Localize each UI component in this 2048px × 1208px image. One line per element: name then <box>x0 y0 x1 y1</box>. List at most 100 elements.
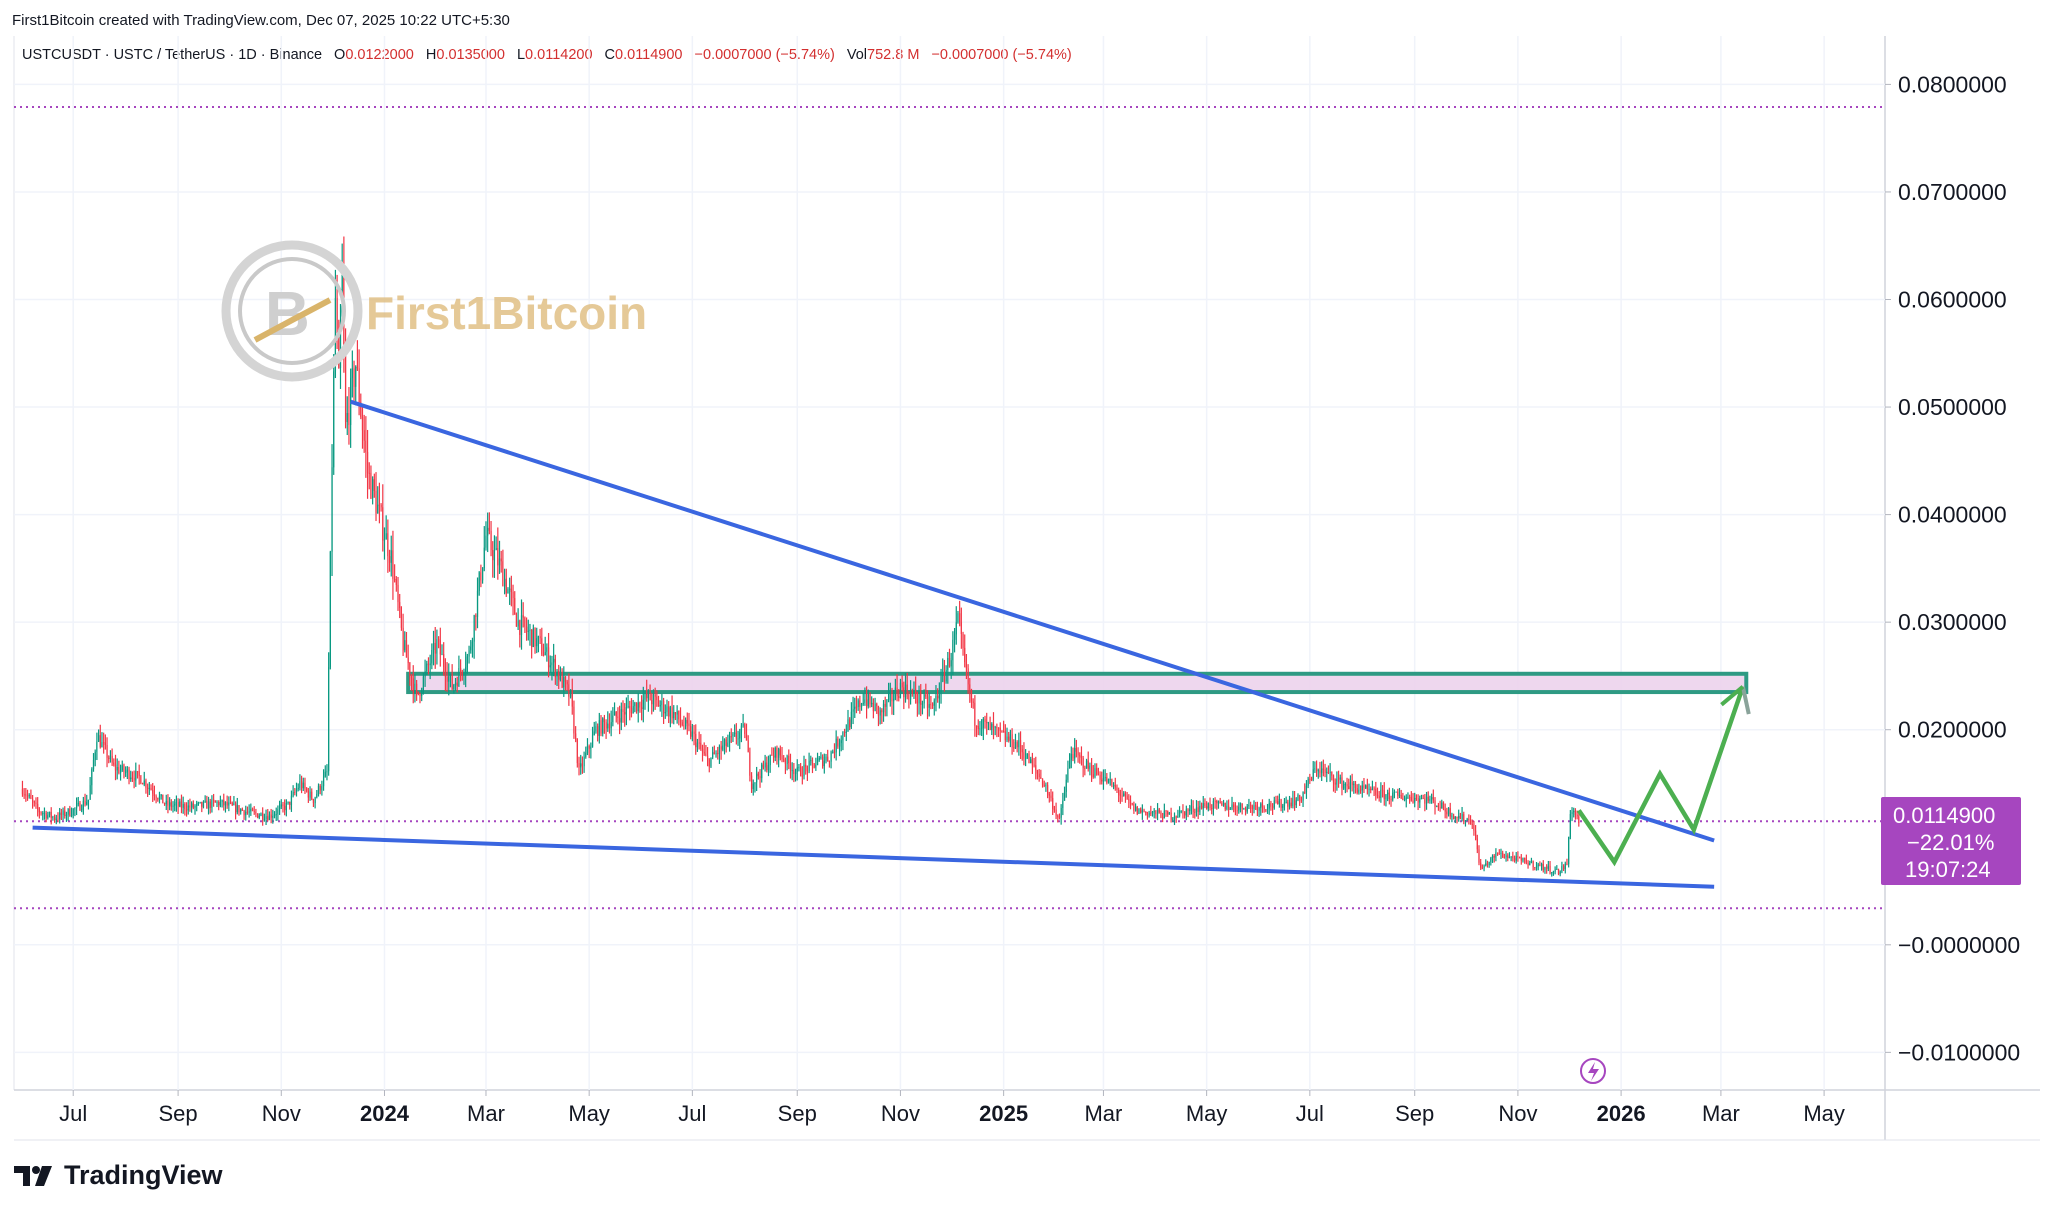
candle-body <box>1522 857 1524 861</box>
projected-path[interactable] <box>1576 685 1746 867</box>
resistance-trendline[interactable] <box>350 399 1715 843</box>
candle-body <box>1292 798 1294 807</box>
candle-body <box>1381 789 1384 791</box>
candle-body <box>1414 797 1416 803</box>
candle-body <box>808 760 810 772</box>
candle-body <box>573 706 575 734</box>
candle-body <box>1475 830 1477 839</box>
x-tick-label: 2025 <box>979 1101 1028 1126</box>
candle-body <box>813 763 815 768</box>
candle-body <box>862 702 864 704</box>
candle-body <box>1573 810 1575 813</box>
candle-body <box>1053 808 1055 810</box>
candle-body <box>1508 856 1511 858</box>
candle-series <box>21 236 1580 877</box>
candle-body <box>1229 808 1231 810</box>
candle-body <box>383 539 386 541</box>
candle-body <box>170 802 172 807</box>
candle-body <box>1559 871 1561 875</box>
candle-body <box>1070 753 1072 760</box>
candle-body <box>135 771 137 781</box>
candle-body <box>896 687 898 697</box>
candle-body <box>1331 771 1333 776</box>
watermark: B First1Bitcoin <box>221 240 647 382</box>
candle-body <box>1222 802 1225 806</box>
candle-body <box>1339 777 1341 780</box>
candle-body <box>1353 783 1355 786</box>
candle-body <box>615 711 617 717</box>
candle-body <box>536 638 538 647</box>
candle-body <box>42 813 44 815</box>
candle-body <box>263 819 265 821</box>
candle-body <box>404 640 406 651</box>
candle-body <box>779 748 781 756</box>
candle-body <box>1385 794 1387 800</box>
candle-body <box>1261 803 1264 807</box>
candle-body <box>955 622 957 635</box>
resistance-zone-box[interactable] <box>406 671 1749 695</box>
candle-body <box>549 665 551 668</box>
candle-body <box>986 722 988 724</box>
candle-body <box>226 802 228 806</box>
candle-body <box>1429 798 1431 801</box>
tradingview-brand[interactable]: TradingView <box>14 1160 223 1191</box>
candle-body <box>493 550 496 561</box>
trendlines[interactable] <box>32 399 1751 889</box>
candle-body <box>209 801 211 808</box>
candle-body <box>749 751 751 776</box>
candle-body <box>407 657 409 664</box>
candle-body <box>997 727 1000 729</box>
candle-body <box>576 739 578 764</box>
candle-body <box>1233 804 1235 807</box>
candle-body <box>668 706 670 717</box>
candle-body <box>70 815 73 817</box>
candle-body <box>1427 796 1429 801</box>
candle-body <box>695 733 697 748</box>
candle-body <box>1145 811 1147 813</box>
candle-body <box>1412 800 1414 803</box>
candle-body <box>1268 803 1270 809</box>
candle-body <box>1250 804 1252 806</box>
candle-body <box>402 627 404 651</box>
candle-body <box>744 724 746 734</box>
candle-body <box>361 416 364 431</box>
candle-body <box>1180 810 1182 812</box>
candle-body <box>1155 810 1157 815</box>
symbol-line[interactable]: USTCUSDT · USTC / TetherUS · 1D · Binanc… <box>22 47 323 63</box>
candle-body <box>510 588 512 593</box>
candle-body <box>515 614 518 627</box>
candle-body <box>1424 798 1426 804</box>
candle-body <box>811 760 814 764</box>
support-trendline[interactable] <box>32 825 1715 889</box>
candle-body <box>1104 777 1106 779</box>
price-axis[interactable]: 0.0800000 0.0700000 0.0600000 0.0500000 0.04… <box>1885 71 2020 1065</box>
candle-body <box>1415 797 1418 799</box>
candle-body <box>304 782 306 789</box>
candle-body <box>547 647 550 668</box>
candle-body <box>460 668 462 672</box>
candle-body <box>987 722 990 724</box>
flash-icon[interactable] <box>1580 1058 1606 1084</box>
candle-body <box>1035 765 1037 771</box>
candle-body <box>715 753 717 755</box>
candle-body <box>258 815 260 818</box>
candle-body <box>54 817 56 820</box>
candle-body <box>353 368 355 387</box>
candle-body <box>696 742 699 748</box>
candle-body <box>243 810 245 816</box>
candle-body <box>502 561 504 587</box>
candle-body <box>1420 798 1423 800</box>
candle-body <box>422 676 424 691</box>
candle-body <box>1238 806 1240 811</box>
candle-body <box>965 662 968 669</box>
candle-body <box>1060 807 1062 818</box>
candle-body <box>322 776 325 787</box>
candle-body <box>1400 794 1402 799</box>
candle-body <box>810 760 812 762</box>
candle-body <box>294 791 296 793</box>
candle-body <box>1349 782 1352 790</box>
candle-body <box>148 787 150 789</box>
candle-body <box>1048 794 1050 796</box>
time-axis[interactable]: Jul Sep Nov 2024 Mar May Jul Sep Nov 2025 Mar May Ju… <box>59 1090 1845 1126</box>
